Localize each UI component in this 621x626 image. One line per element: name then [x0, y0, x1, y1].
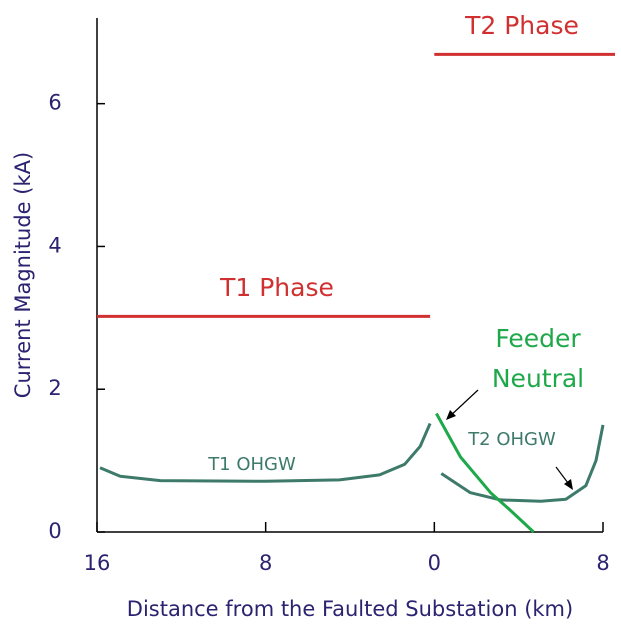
- arrow-head: [564, 479, 573, 490]
- series-line: [435, 412, 535, 534]
- x-tick-label: 8: [259, 551, 272, 575]
- series-label: T2 OHGW: [467, 429, 556, 450]
- series-label: T1 Phase: [219, 273, 334, 302]
- series-line: [440, 424, 605, 503]
- x-tick-label: 16: [84, 551, 111, 575]
- x-axis-label: Distance from the Faulted Substation (km…: [127, 597, 573, 621]
- y-tick-label: 2: [48, 376, 61, 400]
- y-tick-label: 0: [48, 519, 61, 543]
- series-label: T2 Phase: [464, 11, 579, 40]
- y-tick-label: 6: [48, 91, 61, 115]
- y-tick-label: 4: [48, 233, 61, 257]
- x-tick-label: 8: [596, 551, 609, 575]
- y-axis-label: Current Magnitude (kA): [11, 152, 35, 398]
- series-label: Feeder Neutral: [492, 324, 584, 393]
- series-label: T1 OHGW: [207, 454, 296, 475]
- arrow-head: [446, 410, 456, 420]
- x-tick-label: 0: [428, 551, 441, 575]
- series-line: [99, 422, 432, 483]
